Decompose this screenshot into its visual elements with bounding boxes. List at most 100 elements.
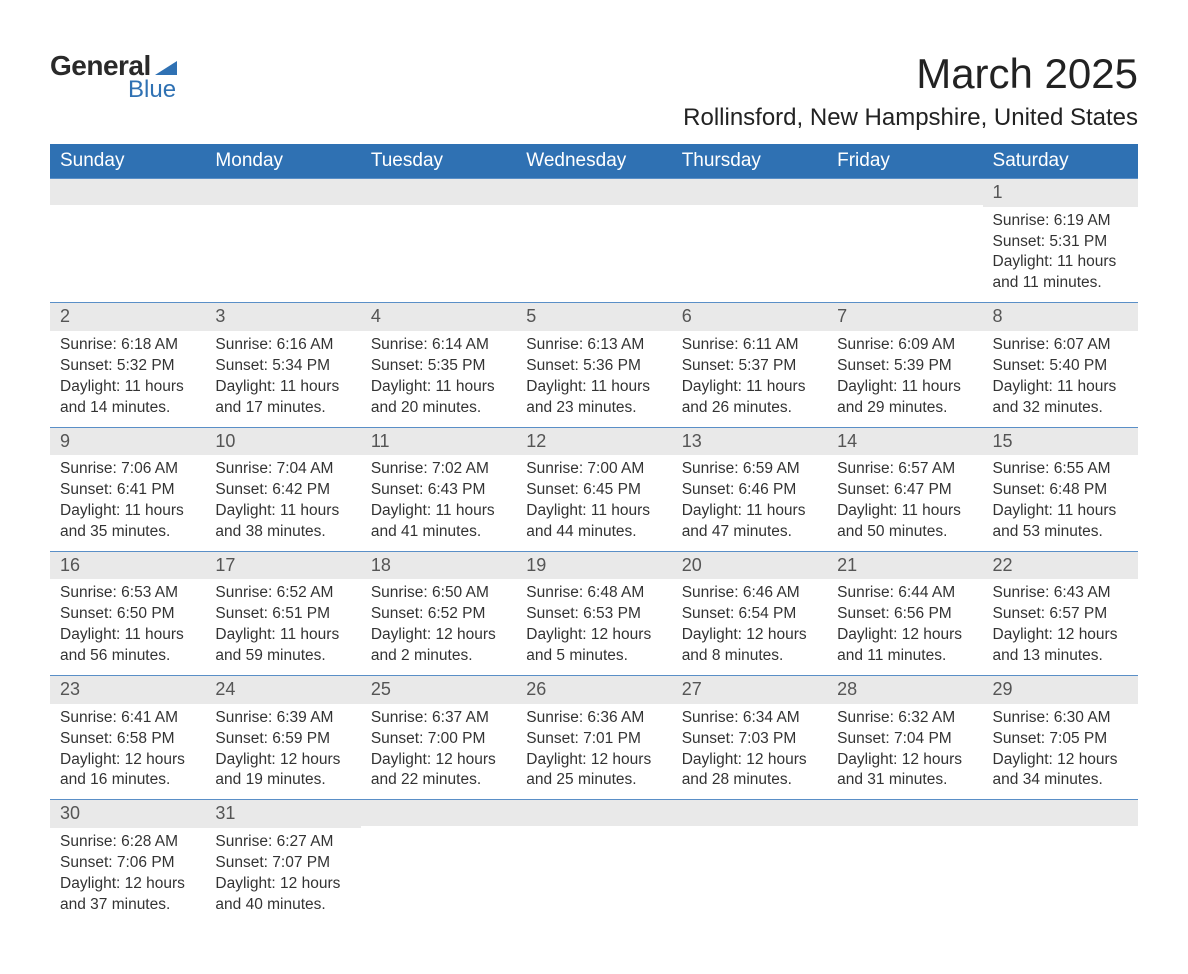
day-body: Sunrise: 6:18 AMSunset: 5:32 PMDaylight:…: [50, 331, 205, 427]
day-cell: 25Sunrise: 6:37 AMSunset: 7:00 PMDayligh…: [361, 676, 516, 800]
sunrise-line: Sunrise: 6:39 AM: [215, 708, 350, 729]
empty-daynum-bar: [361, 800, 516, 826]
day-body: Sunrise: 6:46 AMSunset: 6:54 PMDaylight:…: [672, 579, 827, 675]
empty-daynum-bar: [516, 800, 671, 826]
daylight-line-1: Daylight: 12 hours: [371, 750, 506, 771]
day-cell: 17Sunrise: 6:52 AMSunset: 6:51 PMDayligh…: [205, 551, 360, 675]
daylight-line-2: and 47 minutes.: [682, 522, 817, 543]
sunset-line: Sunset: 6:48 PM: [993, 480, 1128, 501]
daylight-line-1: Daylight: 12 hours: [526, 625, 661, 646]
day-cell: 3Sunrise: 6:16 AMSunset: 5:34 PMDaylight…: [205, 303, 360, 427]
daylight-line-2: and 50 minutes.: [837, 522, 972, 543]
empty-day-body: [50, 205, 205, 225]
day-body: Sunrise: 6:55 AMSunset: 6:48 PMDaylight:…: [983, 455, 1138, 551]
daylight-line-1: Daylight: 12 hours: [215, 750, 350, 771]
sunset-line: Sunset: 6:50 PM: [60, 604, 195, 625]
day-cell: 7Sunrise: 6:09 AMSunset: 5:39 PMDaylight…: [827, 303, 982, 427]
day-number: 10: [205, 428, 360, 456]
daylight-line-2: and 41 minutes.: [371, 522, 506, 543]
day-number: 3: [205, 303, 360, 331]
day-cell: 24Sunrise: 6:39 AMSunset: 6:59 PMDayligh…: [205, 676, 360, 800]
sunrise-line: Sunrise: 6:32 AM: [837, 708, 972, 729]
sunset-line: Sunset: 7:07 PM: [215, 853, 350, 874]
sunrise-line: Sunrise: 6:19 AM: [993, 211, 1128, 232]
daylight-line-2: and 14 minutes.: [60, 398, 195, 419]
day-cell: 18Sunrise: 6:50 AMSunset: 6:52 PMDayligh…: [361, 551, 516, 675]
sunset-line: Sunset: 6:56 PM: [837, 604, 972, 625]
sunset-line: Sunset: 6:59 PM: [215, 729, 350, 750]
empty-day-body: [827, 205, 982, 225]
sunrise-line: Sunrise: 6:09 AM: [837, 335, 972, 356]
empty-day-body: [827, 826, 982, 846]
empty-day-body: [205, 205, 360, 225]
daylight-line-1: Daylight: 11 hours: [526, 501, 661, 522]
day-cell: 11Sunrise: 7:02 AMSunset: 6:43 PMDayligh…: [361, 427, 516, 551]
day-cell: 1Sunrise: 6:19 AMSunset: 5:31 PMDaylight…: [983, 179, 1138, 303]
daylight-line-2: and 59 minutes.: [215, 646, 350, 667]
sunset-line: Sunset: 7:00 PM: [371, 729, 506, 750]
empty-day-body: [516, 205, 671, 225]
day-cell: 23 Sunrise: 6:41 AMSunset: 6:58 PMDayligh…: [50, 676, 205, 800]
day-number: 23: [50, 676, 205, 704]
empty-day-cell: [983, 800, 1138, 924]
header: General Blue March 2025 Rollinsford, New…: [50, 50, 1138, 132]
sunrise-line: Sunrise: 6:57 AM: [837, 459, 972, 480]
empty-day-cell: [672, 800, 827, 924]
daylight-line-2: and 37 minutes.: [60, 895, 195, 916]
daylight-line-1: Daylight: 12 hours: [60, 750, 195, 771]
sunset-line: Sunset: 6:52 PM: [371, 604, 506, 625]
daylight-line-1: Daylight: 11 hours: [60, 625, 195, 646]
sunset-line: Sunset: 6:54 PM: [682, 604, 817, 625]
day-cell: 13Sunrise: 6:59 AMSunset: 6:46 PMDayligh…: [672, 427, 827, 551]
day-cell: 6Sunrise: 6:11 AMSunset: 5:37 PMDaylight…: [672, 303, 827, 427]
daylight-line-2: and 8 minutes.: [682, 646, 817, 667]
sunrise-line: Sunrise: 6:13 AM: [526, 335, 661, 356]
sunset-line: Sunset: 6:47 PM: [837, 480, 972, 501]
sunrise-line: Sunrise: 6:18 AM: [60, 335, 195, 356]
sunrise-line: Sunrise: 6:28 AM: [60, 832, 195, 853]
sunrise-line: Sunrise: 6:41 AM: [60, 708, 195, 729]
sunrise-line: Sunrise: 6:43 AM: [993, 583, 1128, 604]
empty-day-cell: [50, 179, 205, 303]
dow-header: Friday: [827, 144, 982, 179]
week-row: 16Sunrise: 6:53 AMSunset: 6:50 PMDayligh…: [50, 551, 1138, 675]
day-body: Sunrise: 6:27 AMSunset: 7:07 PMDaylight:…: [205, 828, 360, 924]
day-number: 15: [983, 428, 1138, 456]
sunrise-line: Sunrise: 6:14 AM: [371, 335, 506, 356]
day-body: Sunrise: 6:44 AMSunset: 6:56 PMDaylight:…: [827, 579, 982, 675]
empty-daynum-bar: [672, 179, 827, 205]
day-cell: 30Sunrise: 6:28 AMSunset: 7:06 PMDayligh…: [50, 800, 205, 924]
sunset-line: Sunset: 6:41 PM: [60, 480, 195, 501]
empty-day-body: [361, 205, 516, 225]
empty-day-cell: [361, 179, 516, 303]
day-body: Sunrise: 6:13 AMSunset: 5:36 PMDaylight:…: [516, 331, 671, 427]
week-row: 1Sunrise: 6:19 AMSunset: 5:31 PMDaylight…: [50, 179, 1138, 303]
daylight-line-2: and 20 minutes.: [371, 398, 506, 419]
day-body: Sunrise: 6:57 AMSunset: 6:47 PMDaylight:…: [827, 455, 982, 551]
sunrise-line: Sunrise: 7:02 AM: [371, 459, 506, 480]
sunset-line: Sunset: 5:34 PM: [215, 356, 350, 377]
week-row: 30Sunrise: 6:28 AMSunset: 7:06 PMDayligh…: [50, 800, 1138, 924]
day-number: 30: [50, 800, 205, 828]
sunrise-line: Sunrise: 6:36 AM: [526, 708, 661, 729]
day-cell: 15Sunrise: 6:55 AMSunset: 6:48 PMDayligh…: [983, 427, 1138, 551]
day-number: 2: [50, 303, 205, 331]
sunset-line: Sunset: 6:43 PM: [371, 480, 506, 501]
daylight-line-1: Daylight: 12 hours: [215, 874, 350, 895]
daylight-line-1: Daylight: 12 hours: [371, 625, 506, 646]
day-cell: 31Sunrise: 6:27 AMSunset: 7:07 PMDayligh…: [205, 800, 360, 924]
day-body: Sunrise: 6:59 AMSunset: 6:46 PMDaylight:…: [672, 455, 827, 551]
daylight-line-1: Daylight: 11 hours: [526, 377, 661, 398]
sunset-line: Sunset: 6:58 PM: [60, 729, 195, 750]
daylight-line-1: Daylight: 11 hours: [993, 377, 1128, 398]
day-body: Sunrise: 7:06 AMSunset: 6:41 PMDaylight:…: [50, 455, 205, 551]
sunrise-line: Sunrise: 6:55 AM: [993, 459, 1128, 480]
daylight-line-1: Daylight: 11 hours: [371, 501, 506, 522]
daylight-line-2: and 40 minutes.: [215, 895, 350, 916]
empty-daynum-bar: [361, 179, 516, 205]
daylight-line-2: and 29 minutes.: [837, 398, 972, 419]
empty-daynum-bar: [205, 179, 360, 205]
sunset-line: Sunset: 7:05 PM: [993, 729, 1128, 750]
day-body: Sunrise: 6:16 AMSunset: 5:34 PMDaylight:…: [205, 331, 360, 427]
empty-day-cell: [516, 800, 671, 924]
